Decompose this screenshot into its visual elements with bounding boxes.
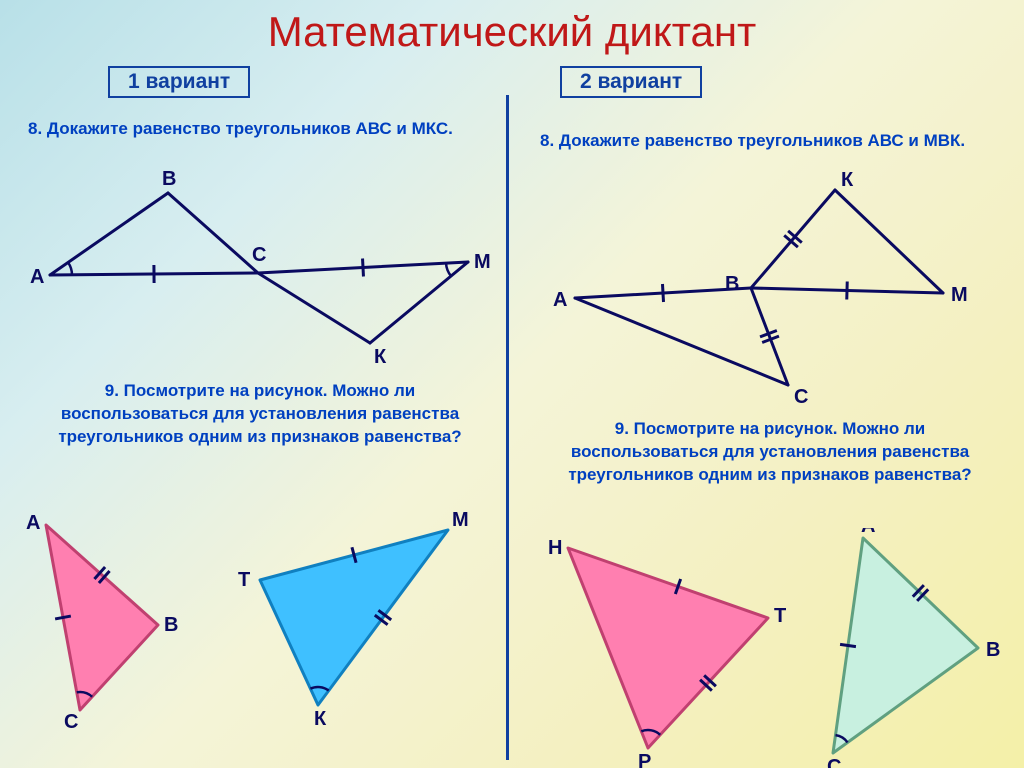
svg-text:М: М: [452, 509, 469, 531]
svg-text:В: В: [725, 273, 739, 295]
svg-text:В: В: [162, 168, 176, 190]
svg-text:Т: Т: [774, 605, 786, 627]
svg-text:А: А: [30, 266, 44, 288]
svg-text:С: С: [794, 386, 808, 408]
right-task8-text: 8. Докажите равенство треугольников АВС …: [540, 130, 1000, 153]
left-task8-text: 8. Докажите равенство треугольников АВС …: [28, 118, 478, 141]
svg-text:А: А: [26, 512, 40, 534]
svg-text:А: А: [553, 289, 567, 311]
svg-text:В: В: [164, 614, 178, 636]
svg-text:С: С: [252, 244, 266, 266]
svg-text:Н: Н: [548, 537, 562, 559]
svg-text:К: К: [841, 170, 854, 191]
svg-text:С: С: [64, 711, 78, 733]
svg-text:К: К: [314, 708, 327, 730]
right-figure-9: Н Т Р А В С: [528, 528, 1008, 768]
variant-2-label: 2 вариант: [580, 70, 682, 93]
svg-text:Т: Т: [238, 569, 250, 591]
svg-text:А: А: [861, 528, 875, 537]
vertical-divider: [506, 95, 509, 760]
svg-text:В: В: [986, 639, 1000, 661]
variant-1-box: 1 вариант: [108, 66, 250, 98]
left-figure-8: А В С М К: [18, 165, 498, 375]
left-task9-text: 9. Посмотрите на рисунок. Можно ли воспо…: [40, 380, 480, 449]
variant-1-label: 1 вариант: [128, 70, 230, 93]
svg-text:К: К: [374, 346, 387, 368]
variant-2-box: 2 вариант: [560, 66, 702, 98]
right-task9-text: 9. Посмотрите на рисунок. Можно ли воспо…: [545, 418, 995, 487]
svg-text:М: М: [951, 284, 968, 306]
left-figure-9: А В С Т М К: [18, 505, 498, 745]
svg-text:М: М: [474, 251, 491, 273]
svg-text:С: С: [827, 756, 841, 768]
page-title: Математический диктант: [0, 8, 1024, 56]
svg-text:Р: Р: [638, 751, 651, 768]
right-figure-8: А М В С К: [535, 170, 1005, 410]
